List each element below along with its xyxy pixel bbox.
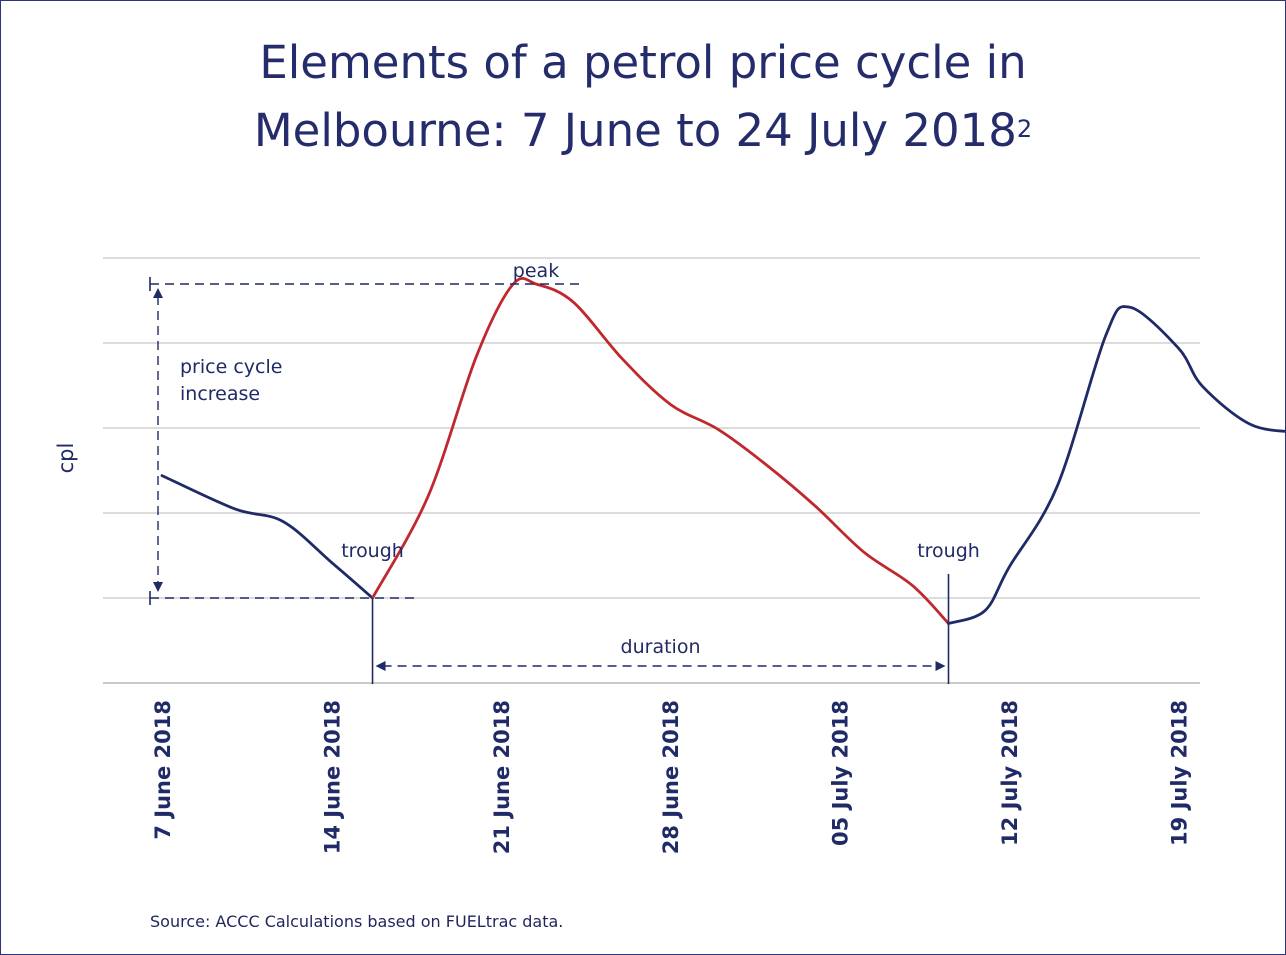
duration-label: duration [621,636,701,658]
x-tick-label: 12 July 2018 [998,700,1022,846]
series-line-post-cycle [947,305,1286,625]
x-tick-label: 7 June 2018 [151,700,175,840]
x-tick-label: 19 July 2018 [1167,700,1191,846]
x-tick-label: 05 July 2018 [829,700,853,846]
series-line-cycle [371,276,950,625]
increase-arrowhead-down [153,582,163,592]
increase-label-line1: price cycle [180,356,282,378]
trough2-label: trough [917,540,980,562]
x-tick-label: 14 June 2018 [320,700,344,854]
chart-title-text: Melbourne: 7 June to 24 July 2018 [253,104,1017,157]
annotations: cpl price cycle increase peak trough trough du… [54,260,980,684]
increase-arrowhead-up [153,288,163,298]
x-axis-ticks: 7 June 2018 14 June 2018 21 June 2018 28 Ju… [151,700,1191,854]
y-axis-label: cpl [54,443,78,474]
trough1-label: trough [341,540,404,562]
duration-arrowhead-left [375,661,386,671]
increase-label-line2: increase [180,383,260,405]
x-tick-label: 28 June 2018 [659,700,683,854]
x-tick-label: 21 June 2018 [490,700,514,854]
duration-arrowhead-right [935,661,946,671]
chart-title-line1: Elements of a petrol price cycle in [259,36,1027,89]
gridlines [103,257,1200,684]
source-note: Source: ACCC Calculations based on FUELt… [150,912,564,931]
series-line-pre-cycle [160,474,374,600]
chart-title-line2: Melbourne: 7 June to 24 July 20182 [0,100,1286,162]
peak-label: peak [513,260,559,282]
title-footnote-marker: 2 [1016,115,1033,143]
